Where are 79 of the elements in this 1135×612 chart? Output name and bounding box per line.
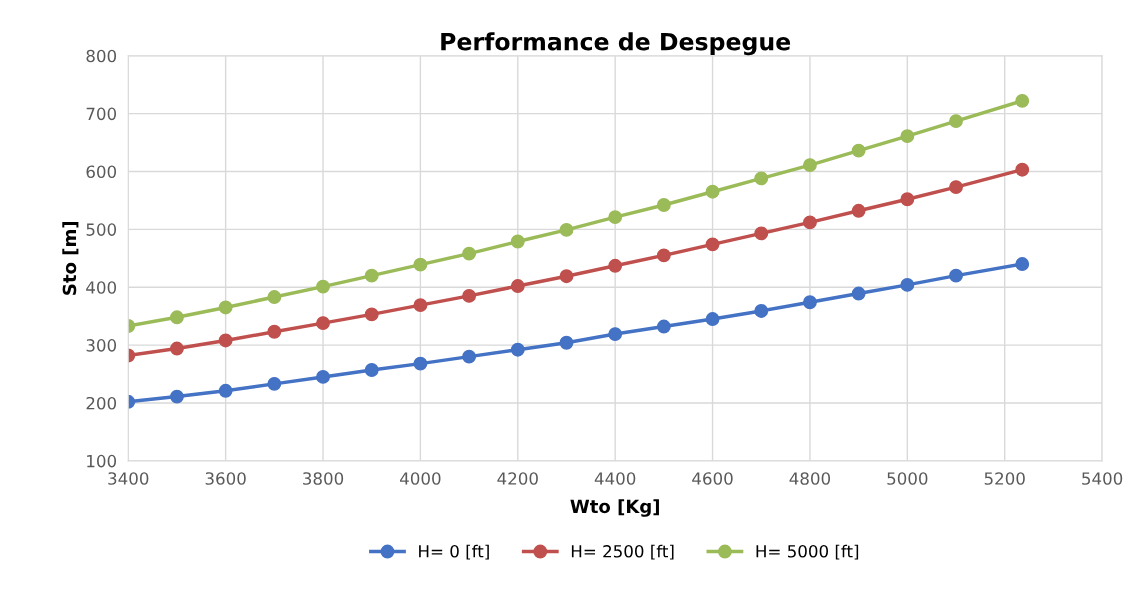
point (802, 215, 817, 230)
y-tick-label: 600 (86, 165, 117, 179)
point (316, 279, 330, 294)
point (413, 356, 428, 371)
point (462, 246, 477, 261)
point (802, 295, 817, 310)
y-tick-label: 800 (86, 49, 117, 63)
point (949, 268, 963, 283)
point (900, 192, 915, 207)
point (559, 222, 574, 237)
point (608, 258, 623, 273)
y-tick-label: 700 (86, 107, 117, 121)
point (656, 198, 671, 212)
point (170, 310, 184, 325)
x-tick-label: 5200 (984, 472, 1025, 485)
point (510, 279, 525, 293)
point (608, 210, 623, 225)
point (316, 316, 330, 331)
point (559, 335, 574, 350)
legend-label: H= 5000 [ft] (756, 544, 859, 560)
point (1015, 162, 1030, 177)
y-tick-label: 300 (86, 339, 117, 352)
point (170, 341, 184, 356)
point (364, 307, 379, 322)
point (705, 237, 720, 252)
legend-label: H= 2500 [ft] (571, 544, 674, 560)
point (900, 277, 915, 292)
point (218, 333, 233, 348)
point (413, 257, 428, 272)
chart-title: Performance de Despegue (441, 32, 791, 56)
x-tick-label: 5400 (1082, 472, 1123, 485)
x-tick-label: 4600 (692, 472, 733, 485)
y-axis-title: Sto [m] (62, 221, 79, 295)
point (1015, 93, 1030, 108)
point (559, 269, 574, 284)
point (413, 298, 428, 313)
point (218, 300, 233, 315)
point (218, 383, 233, 398)
point (364, 268, 379, 283)
point (754, 226, 769, 241)
point (462, 349, 477, 364)
point (900, 129, 915, 144)
point (656, 319, 671, 334)
x-tick-label: 4800 (789, 472, 831, 485)
x-tick-label: 3400 (108, 472, 149, 485)
y-tick-label: 500 (86, 223, 117, 236)
point (949, 180, 963, 195)
point (267, 376, 282, 391)
point (462, 288, 477, 303)
point (1015, 257, 1030, 271)
legend-label: H= 0 [ft] (419, 544, 489, 560)
point (267, 290, 282, 304)
point (802, 158, 817, 173)
point (705, 184, 720, 199)
x-axis-title: Wto [Kg] (570, 499, 659, 517)
y-tick-label: 400 (86, 281, 117, 294)
point (851, 286, 866, 301)
point (851, 143, 866, 158)
point (754, 171, 769, 186)
x-tick-label: 3600 (205, 472, 246, 485)
point (754, 303, 769, 318)
point (851, 203, 866, 218)
x-tick-label: 4400 (594, 472, 636, 485)
x-tick-label: 4200 (497, 472, 538, 485)
point (656, 248, 671, 263)
x-tick-label: 4000 (400, 472, 441, 485)
point (267, 324, 282, 339)
point (170, 389, 184, 404)
point (510, 342, 525, 357)
x-tick-label: 3800 (303, 472, 344, 485)
point (316, 369, 330, 384)
point (608, 327, 623, 342)
point (510, 234, 525, 249)
point (705, 312, 720, 326)
y-tick-label: 200 (86, 396, 117, 410)
y-tick-label: 100 (87, 454, 117, 468)
x-tick-label: 5000 (887, 472, 928, 485)
point (364, 363, 379, 377)
point (949, 114, 963, 129)
